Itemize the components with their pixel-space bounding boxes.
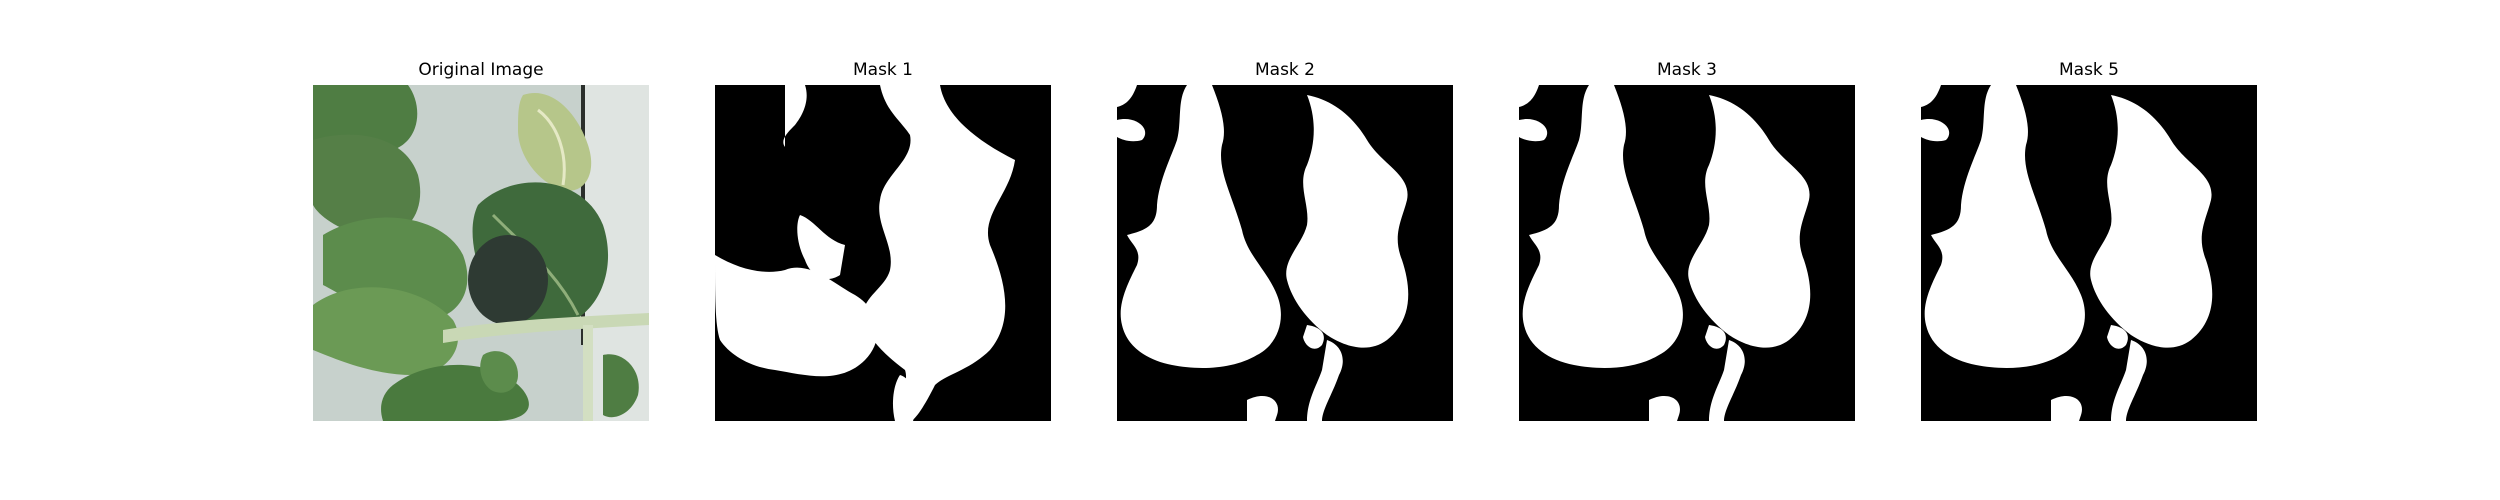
panel-title: Mask 2 [1254,60,1315,80]
panel-title: Original Image [418,60,544,80]
panel-title: Mask 5 [2058,60,2119,80]
mask-image [1117,85,1453,421]
mask-image [1921,85,2257,421]
original-image [313,85,649,421]
mask-image [1519,85,1855,421]
mask-image [715,85,1051,421]
mask-2-shape [1117,85,1453,421]
mask-1-shape [715,85,1051,421]
mask-5-shape [1921,85,2257,421]
panel-title: Mask 1 [852,60,913,80]
plant-photo [313,85,649,421]
panel-title: Mask 3 [1656,60,1717,80]
mask-3-shape [1519,85,1855,421]
